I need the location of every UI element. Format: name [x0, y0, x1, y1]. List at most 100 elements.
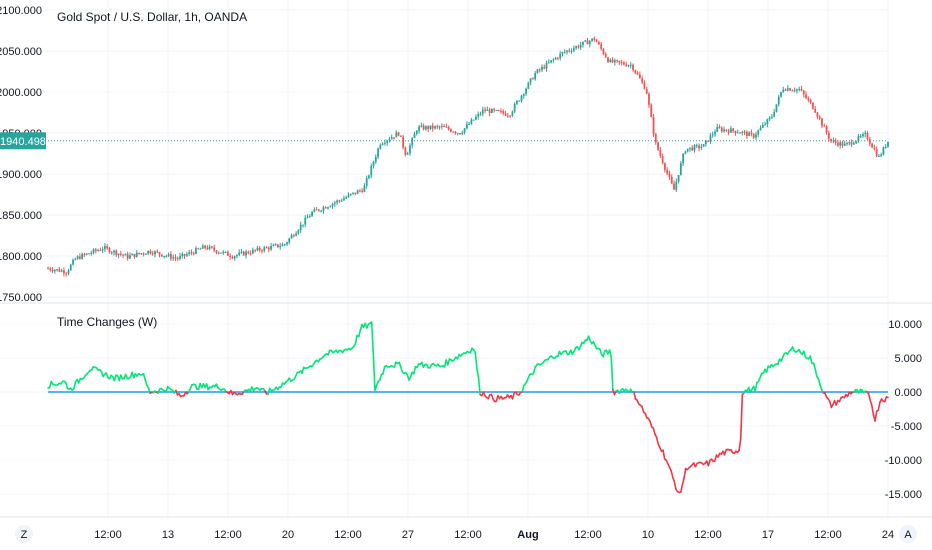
oscillator-segment — [662, 449, 666, 460]
time-tick-label: 27 — [402, 529, 414, 541]
candle-body — [659, 149, 662, 157]
right-axis-button-label[interactable]: A — [904, 529, 912, 541]
candle-body — [340, 200, 343, 202]
oscillator-series[interactable] — [47, 321, 889, 494]
candle-body — [190, 252, 193, 254]
candle-body — [254, 249, 257, 251]
candle-body — [618, 60, 621, 63]
candle-body — [92, 249, 95, 253]
oscillator-segment — [73, 381, 77, 390]
candle-body — [461, 132, 464, 135]
candle-body — [486, 109, 489, 111]
candle-body — [459, 133, 461, 135]
candle-body — [224, 251, 227, 253]
time-axis[interactable]: 12:00 13 12:00 20 12:00 27 12:00 Aug 12:00 10 12:0… — [94, 529, 894, 541]
oscillator-segment — [817, 377, 821, 386]
candle-body — [880, 154, 883, 157]
candle-body — [420, 125, 423, 127]
candle-body — [857, 136, 860, 142]
candle-body — [652, 117, 655, 135]
candle-body — [317, 209, 320, 211]
candle-body — [604, 53, 607, 58]
oscillator-segment — [874, 410, 878, 422]
candle-body — [566, 50, 568, 52]
price-tick-label: 1900.000 — [0, 169, 42, 181]
candle-body — [764, 124, 766, 126]
candle-body — [875, 149, 878, 157]
last-price-value: 1940.498 — [0, 136, 46, 148]
candlestick-series[interactable] — [47, 36, 889, 277]
oscillator-segment — [477, 376, 481, 396]
candle-body — [887, 141, 889, 147]
candle-body — [543, 66, 546, 69]
candle-body — [267, 247, 270, 250]
candle-body — [97, 250, 99, 252]
candle-body — [757, 130, 760, 135]
time-tick-label: 12:00 — [454, 529, 482, 541]
candle-body — [582, 41, 584, 45]
candle-body — [732, 128, 735, 131]
oscillator-axis[interactable]: 10.000 5.000 0.000 -5.000 -10.000 -15.000 — [885, 319, 922, 501]
oscillator-segment — [765, 365, 770, 373]
candle-body — [522, 94, 525, 96]
candle-body — [445, 126, 448, 128]
candle-body — [714, 131, 716, 135]
candle-body — [475, 116, 477, 120]
oscillator-tick-label: 10.000 — [888, 319, 922, 331]
candle-body — [217, 252, 220, 254]
candle-body — [830, 138, 832, 142]
left-axis-button[interactable]: Z — [15, 525, 33, 543]
candle-body — [393, 137, 395, 139]
candle-body — [536, 69, 539, 74]
candle-body — [839, 142, 842, 146]
oscillator-segment — [142, 372, 146, 381]
candle-body — [299, 224, 302, 231]
candle-body — [322, 207, 325, 211]
candle-body — [404, 147, 407, 155]
candle-body — [832, 140, 835, 142]
candle-body — [465, 124, 468, 129]
candle-body — [481, 109, 484, 114]
candle-body — [354, 192, 357, 194]
candle-body — [99, 250, 102, 252]
candle-body — [734, 130, 737, 133]
left-axis-button-label[interactable]: Z — [21, 529, 28, 541]
candle-body — [625, 64, 628, 67]
oscillator-segment — [372, 353, 376, 392]
candle-body — [158, 252, 161, 255]
candle-body — [129, 255, 131, 259]
left-axis-button-bg[interactable] — [15, 525, 33, 543]
candle-body — [452, 131, 455, 133]
candle-body — [272, 244, 275, 246]
candle-body — [545, 62, 548, 69]
candle-body — [374, 156, 377, 162]
candle-body — [379, 144, 382, 149]
oscillator-segment — [867, 393, 871, 401]
candle-body — [233, 256, 236, 259]
candle-body — [516, 101, 518, 105]
candle-body — [827, 132, 830, 139]
candle-body — [395, 132, 398, 138]
candle-body — [661, 156, 664, 164]
oscillator-segment — [587, 335, 591, 342]
candle-body — [689, 147, 691, 149]
candle-body — [431, 125, 434, 129]
candle-body — [807, 98, 810, 100]
candle-body — [427, 126, 430, 129]
candle-body — [83, 254, 86, 256]
candle-body — [643, 82, 646, 89]
candle-body — [60, 270, 63, 272]
candle-body — [541, 66, 543, 70]
indicator-title: Time Changes (W) — [57, 315, 157, 329]
candle-body — [183, 253, 186, 256]
price-tick-label: 2100.000 — [0, 5, 42, 17]
candle-body — [324, 207, 327, 209]
right-axis-button[interactable]: A — [899, 525, 917, 543]
candle-body — [679, 163, 682, 176]
right-axis-button-bg[interactable] — [899, 525, 917, 543]
candle-body — [773, 111, 776, 117]
candle-body — [76, 256, 79, 259]
candle-body — [377, 148, 379, 157]
oscillator-segment — [602, 350, 606, 358]
